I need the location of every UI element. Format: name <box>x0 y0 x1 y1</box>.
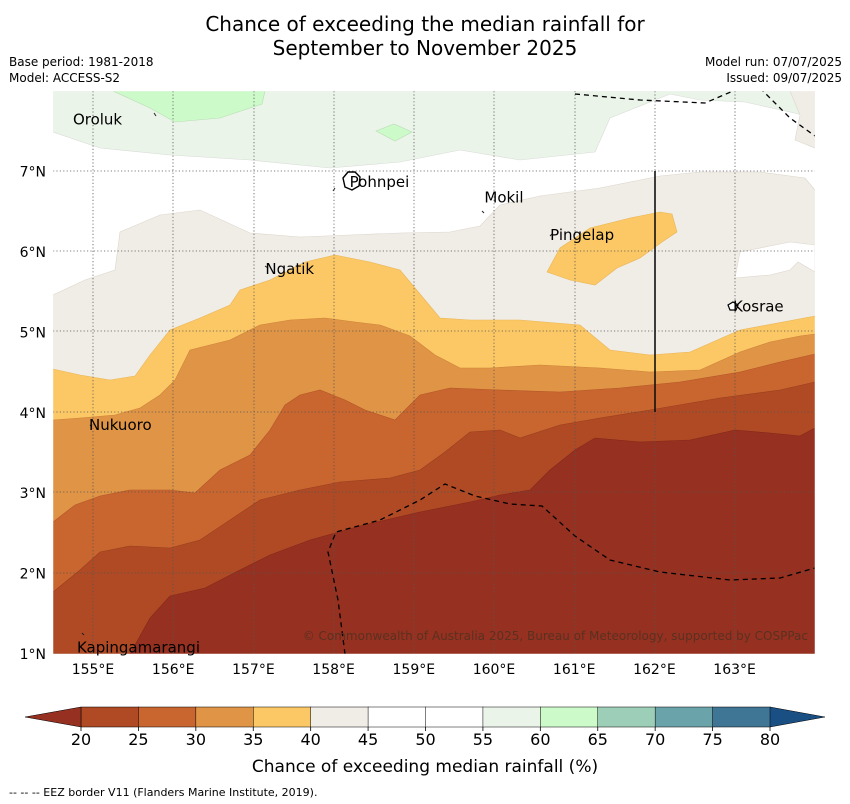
colorbar-segment <box>597 706 656 728</box>
colorbar-segment <box>654 706 714 728</box>
lat-tick-label: 3°N <box>20 486 46 502</box>
colorbar-tick-label: 55 <box>473 730 493 749</box>
lon-tick-label: 163°E <box>713 662 756 678</box>
run-info: Model run: 07/07/2025 Issued: 09/07/2025 <box>705 54 842 86</box>
colorbar-tick-label: 35 <box>243 730 263 749</box>
lon-tick-label: 155°E <box>72 662 115 678</box>
issued-date: Issued: 09/07/2025 <box>726 71 842 85</box>
lon-tick-label: 159°E <box>393 662 436 678</box>
lat-tick-label: 4°N <box>20 406 46 422</box>
place-label: Mokil <box>484 188 523 206</box>
lon-tick-label: 161°E <box>553 662 596 678</box>
colorbar-tick-label: 80 <box>760 730 780 749</box>
lat-tick-label: 1°N <box>20 647 46 663</box>
place-label: Oroluk <box>73 110 122 128</box>
lat-tick-label: 2°N <box>20 567 46 583</box>
latitude-ticks: 1°N 2°N 3°N 4°N 5°N 6°N 7°N <box>20 165 46 663</box>
colorbar-segment <box>482 706 541 728</box>
lat-tick-label: 5°N <box>20 325 46 341</box>
lon-tick-label: 158°E <box>312 662 355 678</box>
colorbar-segment <box>425 706 484 728</box>
place-label: Ngatik <box>265 260 314 278</box>
model-info: Base period: 1981-2018 Model: ACCESS-S2 <box>9 54 154 86</box>
colorbar-segment <box>253 706 312 728</box>
band-35-40-pingelap <box>546 211 678 286</box>
lat-tick-label: 7°N <box>20 165 46 181</box>
band-40-45-ne <box>789 91 815 149</box>
colorbar: 20 25 30 35 40 45 50 55 60 65 70 75 80 <box>24 706 826 749</box>
atoll-marks <box>81 112 553 636</box>
colorbar-tick-label: 25 <box>128 730 148 749</box>
colorbar-tick-label: 30 <box>186 730 206 749</box>
model-name: Model: ACCESS-S2 <box>9 71 121 85</box>
colorbar-tick-label: 45 <box>358 730 378 749</box>
map-title: Chance of exceeding the median rainfall … <box>0 12 850 60</box>
place-labels: Oroluk Pohnpei Mokil Pingelap Ngatik Kosrae Nu… <box>73 110 784 656</box>
graticule <box>53 91 815 654</box>
lon-tick-label: 162°E <box>633 662 676 678</box>
band-60-65 <box>112 91 266 123</box>
map-frame <box>52 90 816 655</box>
colorbar-segment <box>367 706 427 728</box>
longitude-ticks: 155°E 156°E 157°E 158°E 159°E 160°E 161°E 162°E… <box>72 662 756 678</box>
lon-tick-label: 160°E <box>473 662 516 678</box>
lon-tick-label: 157°E <box>232 662 275 678</box>
copyright-text: © Commonwealth of Australia 2025, Bureau… <box>303 629 808 643</box>
colorbar-segment <box>540 706 599 728</box>
colorbar-segment <box>138 706 197 728</box>
colorbar-label: Chance of exceeding median rainfall (%) <box>252 757 598 777</box>
lon-tick-label: 156°E <box>152 662 195 678</box>
colorbar-over-arrow <box>769 706 826 728</box>
colorbar-segment <box>712 706 771 728</box>
base-period: Base period: 1981-2018 <box>9 55 154 69</box>
place-label: Kosrae <box>733 298 784 316</box>
colorbar-segment <box>195 706 254 728</box>
eez-footnote: -- -- -- EEZ border V11 (Flanders Marine… <box>9 786 318 799</box>
colorbar-tick-label: 70 <box>645 730 665 749</box>
place-label: Kapingamarangi <box>77 639 200 657</box>
title-line-2: September to November 2025 <box>272 36 578 60</box>
place-label: Pohnpei <box>350 173 410 191</box>
colorbar-segment <box>310 706 369 728</box>
colorbar-tick-label: 75 <box>702 730 722 749</box>
colorbar-tick-label: 40 <box>300 730 320 749</box>
band-below-20 <box>53 427 815 654</box>
band-60-65-b <box>375 123 413 142</box>
colorbar-tick-label: 20 <box>71 730 91 749</box>
colorbar-tick-label: 50 <box>415 730 435 749</box>
colorbar-under-arrow <box>24 706 82 728</box>
colorbar-tick-label: 60 <box>530 730 550 749</box>
pohnpei-island <box>342 171 361 191</box>
title-line-1: Chance of exceeding the median rainfall … <box>205 12 645 36</box>
colorbar-tick-label: 65 <box>588 730 608 749</box>
place-label: Nukuoro <box>89 416 152 434</box>
kosrae-island <box>727 301 739 311</box>
map-area: © Commonwealth of Australia 2025, Bureau… <box>53 91 815 654</box>
colorbar-segment <box>80 706 139 728</box>
model-run: Model run: 07/07/2025 <box>704 55 842 69</box>
place-label: Pingelap <box>550 226 614 244</box>
lat-tick-label: 6°N <box>20 245 46 261</box>
